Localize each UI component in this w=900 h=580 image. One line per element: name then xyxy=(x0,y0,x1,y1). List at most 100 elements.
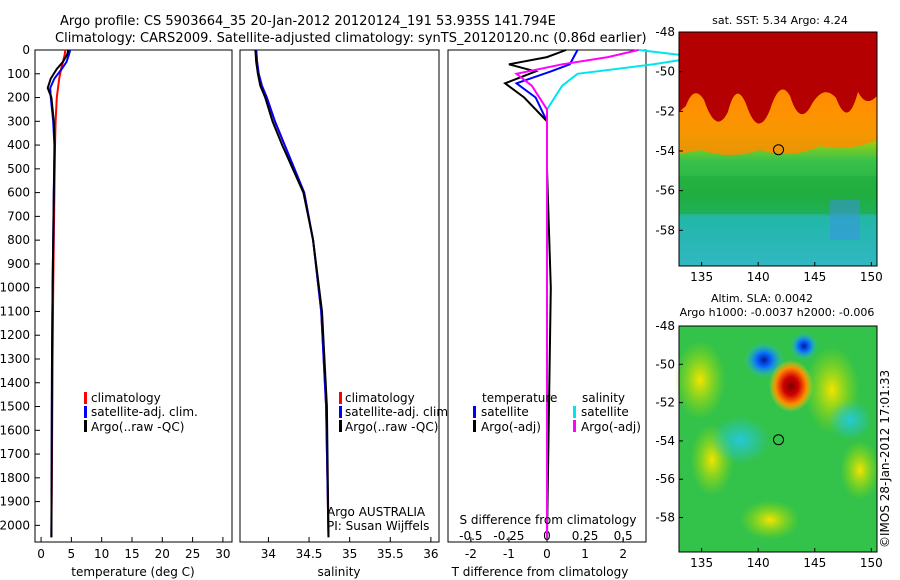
s-difference-label: S difference from climatology xyxy=(460,513,637,527)
depth-tick-label: 1200 xyxy=(0,328,30,342)
series-line-argo xyxy=(254,49,330,538)
legend-label-argo: Argo(..raw -QC) xyxy=(91,420,184,434)
map-y-tick-label: -52 xyxy=(655,104,675,118)
map-x-tick-label: 140 xyxy=(747,270,770,284)
legend-swatch-t-argo xyxy=(473,420,476,432)
legend-label-argo: Argo(..raw -QC) xyxy=(345,420,438,434)
depth-axis: 0 100 200 300 400 500 600 700 800 900 1000 1100 1200… xyxy=(0,43,40,532)
salinity-series xyxy=(254,49,330,538)
header-line1: Argo profile: CS 5903664_35 20-Jan-2012 … xyxy=(60,14,556,29)
sst-map-x-axis: 135 140 145 150 xyxy=(690,262,883,284)
salinity-x-axis: 34 34.5 35 35.5 36 xyxy=(261,537,439,561)
map-x-tick-label: 135 xyxy=(690,556,713,570)
legend-swatch-argo xyxy=(84,420,87,432)
t-difference-label: T difference from climatology xyxy=(451,565,629,579)
x-tick-label: 36 xyxy=(423,547,438,561)
depth-tick-label: 1500 xyxy=(0,400,30,414)
legend-label-satellite: satellite-adj. clim. xyxy=(91,405,198,419)
x-tick-label: 20 xyxy=(155,547,170,561)
series-line-s-argo-adj- xyxy=(514,49,639,538)
salinity-x-label: salinity xyxy=(317,565,360,579)
map-y-tick-label: -52 xyxy=(655,396,675,410)
x-tick-label: -2 xyxy=(465,547,477,561)
legend-swatch-s-satellite xyxy=(573,406,576,418)
map-y-tick-label: -58 xyxy=(655,511,675,525)
map-y-tick-label: -48 xyxy=(655,25,675,39)
legend-swatch-satellite xyxy=(339,406,342,418)
salinity-panel: 34 34.5 35 35.5 36 climatology satellite-adj… xyxy=(239,49,452,579)
x-tick-label: -0.25 xyxy=(493,529,524,543)
argo-position-marker xyxy=(773,434,784,446)
depth-tick-label: 500 xyxy=(7,162,30,176)
sst-map: sat. SST: 5.34 Argo: 4.24 135 140 145 150 -… xyxy=(655,14,882,284)
depth-tick-label: 800 xyxy=(7,233,30,247)
depth-tick-label: 1100 xyxy=(0,304,30,318)
map-y-tick-label: -50 xyxy=(655,65,675,79)
difference-panel: -2 -1 0 1 2 -0.5 -0.25 0 0.25 0.5 temperature sa… xyxy=(447,49,700,579)
map-y-tick-label: -56 xyxy=(655,184,675,198)
x-tick-label: 30 xyxy=(215,547,230,561)
legend-swatch-s-argo xyxy=(573,420,576,432)
x-tick-label: 34 xyxy=(261,547,276,561)
imos-timestamp: ©IMOS 28-Jan-2012 17:01:33 xyxy=(878,370,892,548)
depth-tick-label: 400 xyxy=(7,138,30,152)
sla-map-subtitle: Argo h1000: -0.0037 h2000: -0.006 xyxy=(680,306,875,319)
x-tick-label: 10 xyxy=(94,547,109,561)
sla-map-title: Altim. SLA: 0.0042 xyxy=(711,292,813,305)
depth-tick-label: 600 xyxy=(7,186,30,200)
legend-swatch-satellite xyxy=(84,406,87,418)
legend-title-salinity: salinity xyxy=(582,391,625,405)
temperature-series xyxy=(46,49,72,538)
legend-swatch-climatology xyxy=(84,392,87,404)
map-y-tick-label: -54 xyxy=(655,434,675,448)
x-tick-label: 15 xyxy=(124,547,139,561)
map-y-tick-label: -50 xyxy=(655,357,675,371)
x-tick-label: 2 xyxy=(619,547,627,561)
legend-swatch-argo xyxy=(339,420,342,432)
legend-label-s-satellite: satellite xyxy=(581,405,629,419)
series-line-t-argo-adj- xyxy=(503,49,567,538)
temperature-legend: climatology satellite-adj. clim. Argo(..… xyxy=(84,391,198,434)
depth-tick-label: 1800 xyxy=(0,471,30,485)
depth-tick-label: 1000 xyxy=(0,281,30,295)
depth-tick-label: 300 xyxy=(7,114,30,128)
depth-tick-label: 2000 xyxy=(0,518,30,532)
depth-tick-label: 1900 xyxy=(0,495,30,509)
x-tick-label: -0.5 xyxy=(459,529,482,543)
x-tick-label: 5 xyxy=(68,547,76,561)
map-x-tick-label: 145 xyxy=(803,556,826,570)
sla-map-y-axis: -48 -50 -52 -54 -56 -58 xyxy=(655,319,683,525)
depth-tick-label: 1700 xyxy=(0,447,30,461)
depth-tick-label: 100 xyxy=(7,67,30,81)
depth-tick-label: 200 xyxy=(7,91,30,105)
header-line2: Climatology: CARS2009. Satellite-adjuste… xyxy=(55,31,647,46)
temperature-x-label: temperature (deg C) xyxy=(71,565,194,579)
x-tick-label: 1 xyxy=(581,547,589,561)
depth-tick-label: 0 xyxy=(22,43,30,57)
temperature-panel: 0100200300400500600700800900100011001200… xyxy=(0,43,233,579)
map-y-tick-label: -54 xyxy=(655,144,675,158)
legend-label-climatology: climatology xyxy=(91,391,161,405)
temperature-x-axis: 0 5 10 15 20 25 30 xyxy=(37,537,231,561)
legend-label-t-satellite: satellite xyxy=(481,405,529,419)
legend-swatch-climatology xyxy=(339,392,342,404)
x-tick-label: 0 xyxy=(543,547,551,561)
depth-tick-label: 900 xyxy=(7,257,30,271)
salinity-legend: climatology satellite-adj. clim. Argo(..… xyxy=(339,391,452,434)
x-tick-label: 0.25 xyxy=(572,529,599,543)
depth-tick-label: 1400 xyxy=(0,376,30,390)
x-tick-label: 34.5 xyxy=(296,547,323,561)
map-x-tick-label: 135 xyxy=(690,270,713,284)
legend-label-satellite: satellite-adj. clim. xyxy=(345,405,452,419)
sst-field xyxy=(679,32,877,266)
s-difference-x-axis: -0.5 -0.25 0 0.25 0.5 xyxy=(459,529,633,543)
map-y-tick-label: -56 xyxy=(655,472,675,486)
legend-label-s-argo: Argo(-adj) xyxy=(581,420,641,434)
legend-label-climatology: climatology xyxy=(345,391,415,405)
series-line-argo xyxy=(46,49,70,538)
map-y-tick-label: -58 xyxy=(655,223,675,237)
sst-map-title: sat. SST: 5.34 Argo: 4.24 xyxy=(712,14,848,27)
x-tick-label: 0.5 xyxy=(614,529,633,543)
map-x-tick-label: 150 xyxy=(860,556,883,570)
x-tick-label: 35 xyxy=(342,547,357,561)
